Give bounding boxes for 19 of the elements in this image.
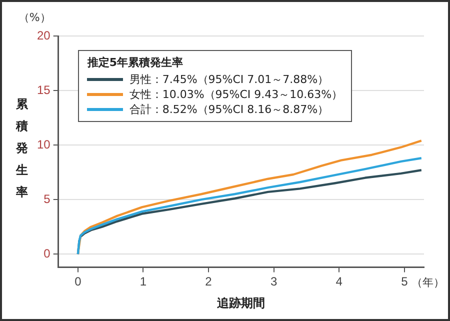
x-tick-label: 5	[401, 274, 408, 289]
x-tick-label: 3	[270, 274, 278, 289]
legend-label: 合計：8.52%（95%CI 8.16～8.87%）	[129, 102, 329, 117]
x-tick-label: 4	[336, 274, 343, 289]
x-tick-label: 0	[74, 274, 82, 289]
y-tick-label: 0	[44, 246, 51, 260]
legend-label: 女性：10.03%（95%CI 9.43～10.63%）	[129, 87, 343, 102]
text: （年）	[411, 275, 444, 290]
y-tick-label: 15	[36, 82, 51, 97]
y-tick-label: 5	[44, 192, 51, 206]
legend-title: 推定5年累積発生率	[87, 55, 184, 70]
legend-label: 男性：7.45%（95%CI 7.01～7.88%）	[129, 72, 329, 87]
y-tick-label: 10	[36, 137, 51, 152]
y-axis-title: 累積発生率	[16, 96, 29, 201]
x-tick-label: 1	[140, 274, 147, 289]
text: （%）	[18, 10, 51, 25]
y-tick-label: 20	[36, 28, 51, 42]
x-tick-label: 2	[205, 274, 212, 289]
x-axis-title: 追跡期間	[216, 296, 266, 310]
